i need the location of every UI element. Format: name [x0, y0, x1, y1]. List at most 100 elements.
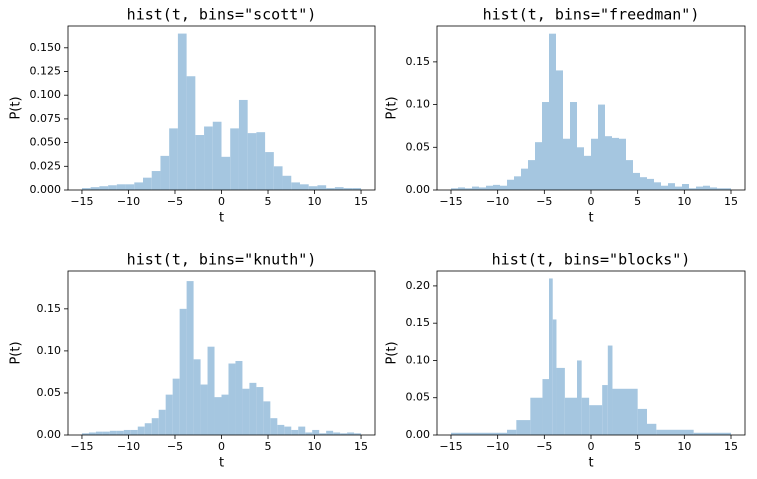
bar — [612, 137, 619, 190]
x-tick-label: −5 — [167, 440, 183, 453]
bar — [116, 184, 126, 190]
bar — [542, 102, 549, 190]
bar — [619, 138, 626, 190]
x-axis-label: t — [588, 211, 593, 226]
bar — [108, 185, 117, 190]
bar — [214, 397, 222, 435]
panel: −15 −10 −5 0 5 10 15 0.00 0.05 0.10 0.15 hist(t, bi… — [385, 6, 746, 226]
x-tick-label: −5 — [536, 440, 552, 453]
bar — [479, 187, 486, 190]
y-tick-label: 0.15 — [406, 316, 431, 329]
x-tick-label: 10 — [308, 195, 322, 208]
bar — [530, 397, 543, 435]
bar — [514, 176, 521, 190]
bar — [637, 408, 647, 435]
bar — [247, 133, 257, 190]
bar — [647, 178, 654, 190]
y-tick-label: 0.00 — [406, 428, 431, 441]
bar — [347, 432, 355, 435]
bar — [682, 184, 689, 190]
y-tick-label: 0.000 — [30, 183, 62, 196]
chart-title: hist(t, bins="freedman") — [483, 6, 700, 24]
bar — [589, 405, 603, 435]
bar — [640, 177, 647, 190]
panel: −15 −10 −5 0 5 10 15 0.00 0.05 0.10 0.15 0.20 hist(t… — [385, 251, 746, 471]
y-tick-label: 0.025 — [30, 159, 62, 172]
bar — [724, 188, 731, 190]
y-tick-label: 0.10 — [37, 344, 62, 357]
bar — [204, 126, 213, 190]
bar — [249, 382, 257, 435]
bar — [326, 430, 334, 435]
x-tick-label: 5 — [265, 440, 272, 453]
bar — [710, 187, 717, 190]
bar — [256, 387, 264, 435]
bar — [500, 185, 507, 190]
bar — [95, 431, 103, 435]
bar — [90, 187, 100, 190]
bar — [577, 147, 584, 190]
bar — [270, 418, 278, 435]
bar — [81, 188, 91, 190]
bar — [354, 433, 362, 435]
bar — [200, 384, 208, 435]
bar — [340, 433, 348, 435]
bar — [137, 426, 145, 435]
bar — [193, 359, 201, 435]
bar — [668, 183, 675, 190]
bar — [458, 187, 465, 190]
bar — [263, 401, 271, 435]
bar — [577, 360, 582, 435]
bar — [165, 394, 173, 435]
chart-title: hist(t, bins="scott") — [127, 6, 317, 24]
bar — [465, 188, 472, 190]
bar — [186, 76, 196, 190]
x-tick-label: 15 — [354, 440, 368, 453]
x-tick-label: 0 — [588, 440, 595, 453]
bar — [451, 188, 458, 190]
y-tick-label: 0.20 — [406, 279, 431, 292]
bar — [689, 188, 696, 190]
bar — [81, 433, 89, 435]
bar — [528, 160, 535, 190]
bar — [656, 429, 694, 435]
bar — [521, 168, 528, 190]
bar — [612, 388, 638, 435]
bar — [109, 430, 117, 435]
y-tick-label: 0.00 — [406, 183, 431, 196]
y-tick-label: 0.15 — [37, 302, 62, 315]
y-tick-label: 0.10 — [406, 98, 431, 111]
y-tick-label: 0.050 — [30, 136, 62, 149]
bar — [605, 136, 612, 190]
bar — [291, 182, 300, 190]
bar — [584, 155, 591, 190]
bar — [256, 132, 266, 190]
bar — [591, 138, 598, 190]
bar — [549, 278, 553, 435]
y-tick-label: 0.05 — [406, 391, 431, 404]
x-tick-label: 0 — [588, 195, 595, 208]
bar — [221, 394, 229, 435]
bar — [556, 367, 565, 435]
bar — [143, 177, 152, 190]
chart-title: hist(t, bins="knuth") — [127, 251, 317, 269]
bar — [151, 171, 161, 190]
bar — [130, 429, 138, 435]
bar — [493, 184, 500, 190]
bar — [570, 102, 577, 190]
bar — [542, 379, 549, 435]
bar — [647, 423, 657, 435]
x-tick-label: −5 — [167, 195, 183, 208]
x-tick-label: 10 — [677, 195, 691, 208]
bar — [703, 185, 710, 190]
x-tick-label: 5 — [265, 195, 272, 208]
bar — [317, 185, 327, 190]
bar — [507, 429, 517, 435]
x-tick-label: 0 — [218, 195, 225, 208]
bar — [284, 426, 292, 435]
bar — [242, 388, 250, 435]
bar — [633, 172, 640, 190]
bar — [472, 186, 479, 190]
bar — [549, 33, 556, 190]
